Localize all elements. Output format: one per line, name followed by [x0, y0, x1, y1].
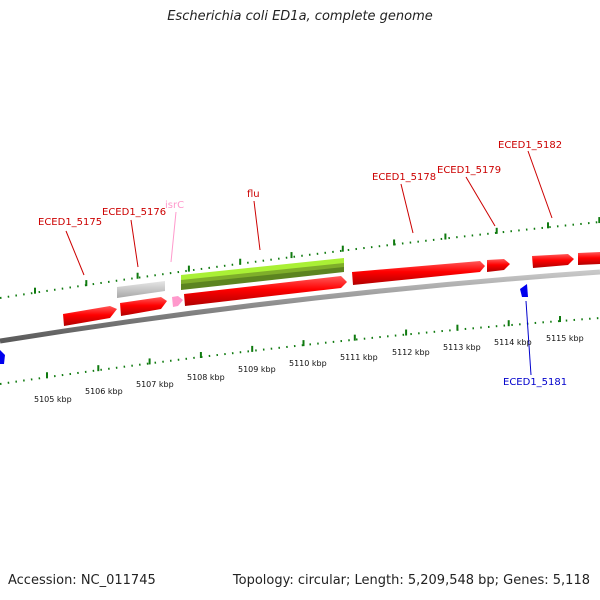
- leader-flu: [253, 200, 261, 251]
- gene-arrow-ECED1_5181[interactable]: [520, 284, 528, 297]
- gene-arrow-ECED1_5175[interactable]: [63, 306, 117, 326]
- kbp-label: 5109 kbp: [238, 365, 276, 374]
- genome-backbone: [0, 269, 600, 344]
- kbp-label: 5112 kbp: [392, 348, 430, 357]
- genome-summary-text: Topology: circular; Length: 5,209,548 bp…: [232, 573, 590, 588]
- kbp-label: 5105 kbp: [34, 395, 72, 404]
- outer-major-ticks: [34, 217, 600, 294]
- kbp-scale-labels: 5105 kbp 5106 kbp 5107 kbp 5108 kbp 5109…: [34, 334, 584, 404]
- leader-ECED1_5182: [527, 150, 553, 219]
- kbp-label: 5110 kbp: [289, 359, 327, 368]
- leader-ECED1_5175: [65, 230, 85, 276]
- kbp-label: 5106 kbp: [85, 387, 123, 396]
- leader-ECED1_5178: [400, 183, 414, 234]
- leader-ECED1_5181: [525, 300, 532, 376]
- kbp-label: 5113 kbp: [443, 343, 481, 352]
- gene-arrow-ECED1_5180[interactable]: [532, 254, 574, 268]
- leader-ECED1_5179: [465, 176, 496, 227]
- label-flu[interactable]: flu: [247, 189, 260, 200]
- leader-isrC: [170, 211, 177, 263]
- leader-ECED1_5176: [130, 219, 139, 268]
- label-isrC[interactable]: isrC: [165, 200, 184, 211]
- pseudogene-box[interactable]: [117, 281, 165, 298]
- kbp-label: 5108 kbp: [187, 373, 225, 382]
- kbp-label: 5115 kbp: [546, 334, 584, 343]
- gene-arrow-ECED1_5179[interactable]: [487, 259, 510, 272]
- gene-arrow-ECED1_5176[interactable]: [120, 297, 167, 316]
- rna-gene-isrC[interactable]: [172, 296, 183, 307]
- kbp-label: 5111 kbp: [340, 353, 378, 362]
- kbp-label: 5107 kbp: [136, 380, 174, 389]
- label-ECED1_5181[interactable]: ECED1_5181: [503, 377, 567, 388]
- label-ECED1_5178[interactable]: ECED1_5178: [372, 172, 436, 183]
- gene-arrow-ECED1_5183[interactable]: [578, 252, 600, 265]
- kbp-label: 5114 kbp: [494, 338, 532, 347]
- label-ECED1_5176[interactable]: ECED1_5176: [102, 207, 166, 218]
- gene-arrow-reverse-left[interactable]: [0, 350, 5, 364]
- feature-track: [0, 252, 600, 364]
- gene-arrow-ECED1_5178[interactable]: [352, 261, 485, 285]
- repeat-region-bottom[interactable]: [181, 267, 344, 290]
- label-ECED1_5175[interactable]: ECED1_5175: [38, 217, 102, 228]
- label-ECED1_5179[interactable]: ECED1_5179: [437, 165, 501, 176]
- map-title: Escherichia coli ED1a, complete genome: [167, 9, 433, 24]
- gene-labels: ECED1_5175 ECED1_5176 isrC flu ECED1_517…: [38, 140, 567, 388]
- inner-major-ticks: [46, 316, 561, 379]
- gene-arrow-flu[interactable]: [184, 276, 347, 306]
- accession-text: Accession: NC_011745: [8, 573, 156, 588]
- label-ECED1_5182[interactable]: ECED1_5182: [498, 140, 562, 151]
